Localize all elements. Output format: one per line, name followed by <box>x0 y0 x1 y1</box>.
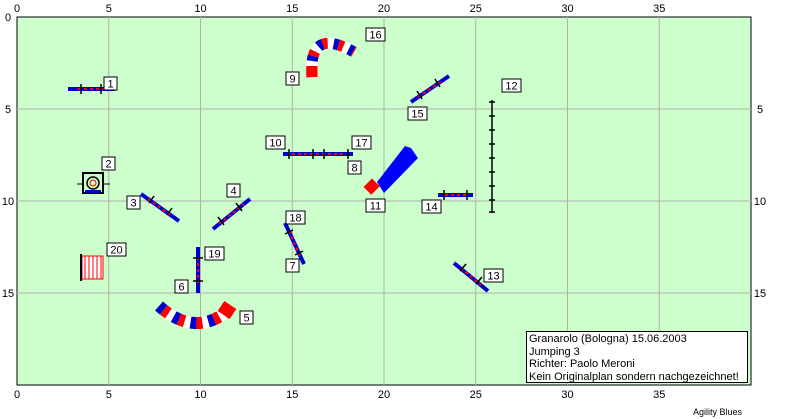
y-tick-label-left: 10 <box>2 196 14 208</box>
hurdle-8-10-17 <box>283 149 353 159</box>
y-tick-label-right: 5 <box>757 104 763 116</box>
y-tick-label-right: 10 <box>754 196 766 208</box>
wall-20 <box>80 254 104 281</box>
svg-text:7: 7 <box>289 261 295 273</box>
svg-text:4: 4 <box>230 186 236 198</box>
obstacle-label-17: 17 <box>351 135 372 150</box>
x-tick-label-bottom: 35 <box>653 389 665 401</box>
y-tick-label-left: 0 <box>5 12 11 24</box>
svg-text:11: 11 <box>370 201 381 213</box>
obstacle-label-18: 18 <box>285 210 306 225</box>
y-tick-label-right: 15 <box>754 288 766 300</box>
course-info-box: Granarolo (Bologna) 15.06.2003 Jumping 3… <box>526 331 748 383</box>
x-tick-label-top: 10 <box>194 3 206 15</box>
svg-text:20: 20 <box>110 245 122 257</box>
y-axis-right: 5 10 15 <box>754 104 766 300</box>
hurdle-7-18 <box>283 222 306 265</box>
y-axis-left: 0 5 10 15 <box>2 12 14 300</box>
hurdle-3 <box>139 192 181 223</box>
svg-text:15: 15 <box>411 109 423 121</box>
obstacle-label-12: 12 <box>501 78 522 93</box>
hurdle-6-19 <box>193 247 203 293</box>
y-tick-label-left: 5 <box>5 104 11 116</box>
obstacle-label-15: 15 <box>407 106 428 121</box>
x-tick-label-top: 35 <box>653 3 665 15</box>
x-axis-bottom: 0 5 10 15 20 25 30 35 <box>14 389 665 401</box>
weave-12 <box>489 100 495 213</box>
x-tick-label-top: 25 <box>470 3 482 15</box>
y-tick-label-left: 15 <box>2 288 14 300</box>
obstacle-label-3: 3 <box>126 195 141 210</box>
obstacle-label-5: 5 <box>239 310 254 325</box>
info-location-date: Granarolo (Bologna) 15.06.2003 <box>529 333 687 345</box>
table-2 <box>77 172 110 194</box>
x-tick-label-bottom: 15 <box>286 389 298 401</box>
svg-text:16: 16 <box>369 30 381 42</box>
obstacle-label-4: 4 <box>226 183 241 198</box>
obstacle-label-16: 16 <box>365 27 386 42</box>
x-tick-label-top: 15 <box>286 3 298 15</box>
svg-text:6: 6 <box>178 282 184 294</box>
hurdle-13 <box>452 261 490 293</box>
info-judge: Richter: Paolo Meroni <box>529 358 635 370</box>
svg-text:19: 19 <box>208 249 220 261</box>
hurdle-15 <box>409 74 451 104</box>
x-axis-top: 0 5 10 15 20 25 30 35 <box>14 3 665 15</box>
tunnel-5 <box>155 301 237 329</box>
x-tick-label-bottom: 30 <box>561 389 573 401</box>
svg-text:17: 17 <box>355 138 367 150</box>
x-tick-label-top: 5 <box>106 3 112 15</box>
x-tick-label-bottom: 0 <box>14 389 20 401</box>
obstacle-label-8: 8 <box>347 160 362 175</box>
hurdle-4 <box>211 197 252 231</box>
x-tick-label-bottom: 25 <box>470 389 482 401</box>
obstacle-label-9: 9 <box>285 71 300 86</box>
obstacle-label-10: 10 <box>265 135 286 150</box>
svg-text:2: 2 <box>105 159 111 171</box>
obstacle-label-6: 6 <box>174 279 189 294</box>
obstacle-label-20: 20 <box>106 242 127 257</box>
x-tick-label-top: 0 <box>14 3 20 15</box>
svg-text:8: 8 <box>351 163 357 175</box>
credit-text: Agility Blues <box>693 407 743 417</box>
obstacle-label-11: 11 <box>365 198 386 213</box>
svg-text:1: 1 <box>107 79 113 91</box>
obstacle-label-1: 1 <box>103 76 118 91</box>
obstacle-label-14: 14 <box>421 199 442 214</box>
chute-11 <box>363 146 418 195</box>
info-class: Jumping 3 <box>529 345 580 358</box>
obstacle-label-13: 13 <box>483 268 504 283</box>
x-tick-label-top: 30 <box>561 3 573 15</box>
tunnel-9-16 <box>306 37 357 78</box>
x-tick-label-bottom: 5 <box>106 389 112 401</box>
svg-text:12: 12 <box>505 81 517 93</box>
x-tick-label-bottom: 10 <box>194 389 206 401</box>
svg-text:9: 9 <box>289 74 295 86</box>
x-tick-label-bottom: 20 <box>378 389 390 401</box>
svg-text:13: 13 <box>487 271 499 283</box>
obstacle-label-19: 19 <box>204 246 225 261</box>
svg-text:14: 14 <box>425 202 437 214</box>
svg-text:18: 18 <box>289 213 301 225</box>
obstacle-label-7: 7 <box>285 258 300 273</box>
obstacle-label-2: 2 <box>101 156 116 171</box>
svg-text:10: 10 <box>269 138 281 150</box>
svg-text:3: 3 <box>130 198 136 210</box>
info-note: Kein Originalplan sondern nachgezeichnet… <box>529 370 739 383</box>
hurdle-14 <box>438 190 473 200</box>
x-tick-label-top: 20 <box>378 3 390 15</box>
svg-text:5: 5 <box>243 313 249 325</box>
